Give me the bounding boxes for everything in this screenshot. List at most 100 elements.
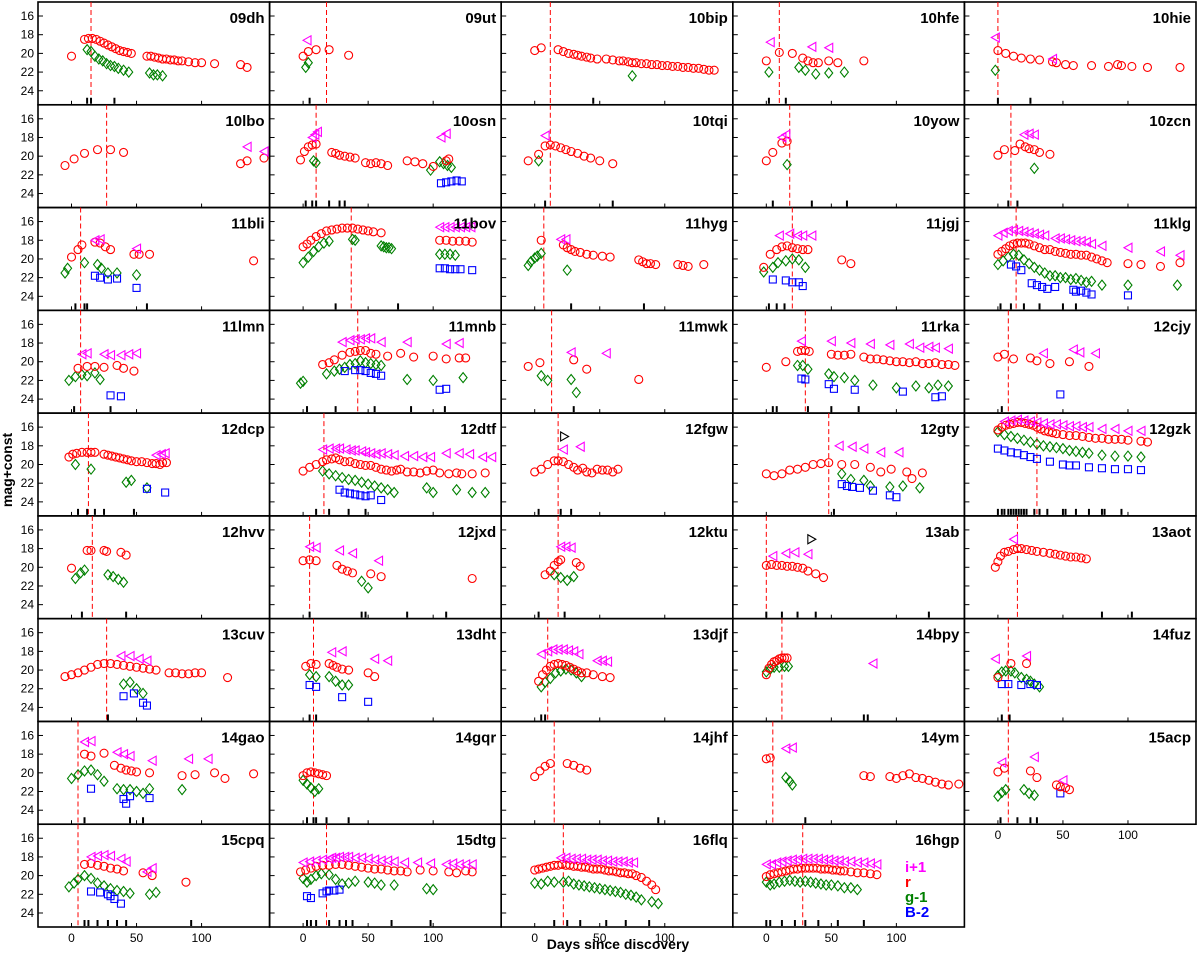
data-point-r: [597, 251, 607, 261]
data-point-r: [943, 780, 953, 790]
data-point-r: [781, 357, 791, 367]
data-point-r: [833, 58, 843, 68]
panel-12fgw: 12fgw: [500, 412, 734, 517]
data-point-r: [804, 346, 814, 356]
y-tick-label: 24: [21, 289, 35, 303]
data-point-g: [363, 478, 373, 491]
data-point-g: [569, 570, 579, 583]
data-point-i: [865, 338, 875, 350]
data-point-r: [1081, 250, 1091, 260]
data-point-r: [1008, 354, 1019, 364]
data-point-g: [1060, 271, 1071, 284]
data-point-i: [425, 858, 436, 869]
data-point-r: [917, 359, 927, 369]
data-point-r: [344, 50, 354, 60]
data-point-r: [1097, 256, 1107, 266]
data-point-g: [125, 887, 135, 900]
data-point-r: [105, 145, 116, 155]
data-point-r: [358, 225, 368, 235]
data-point-g: [96, 262, 107, 275]
data-point-g: [536, 878, 546, 890]
data-point-g: [369, 877, 380, 889]
data-point-r: [878, 355, 888, 365]
data-point-B: [829, 384, 838, 393]
y-tick-label: 20: [21, 355, 35, 369]
data-point-i: [1074, 346, 1085, 358]
data-point-i: [141, 866, 152, 878]
data-point-r: [126, 48, 136, 58]
data-point-B: [125, 792, 135, 801]
data-point-B: [446, 265, 455, 274]
data-point-B: [1038, 282, 1047, 292]
data-point-B: [340, 488, 349, 497]
data-point-B: [468, 266, 477, 275]
y-tick-label: 22: [21, 373, 35, 387]
data-point-r: [859, 771, 869, 781]
data-point-r: [181, 877, 191, 887]
data-point-r: [342, 566, 352, 576]
data-point-B: [361, 367, 370, 376]
data-point-i: [592, 854, 602, 866]
data-point-i: [301, 34, 312, 46]
y-tick-label: 24: [21, 700, 35, 714]
data-point-r: [177, 771, 187, 781]
data-point-i: [360, 446, 371, 458]
data-point-r: [993, 672, 1003, 683]
panel-name: 11jgj: [926, 216, 959, 233]
data-point-g: [317, 465, 328, 477]
data-point-i: [89, 234, 100, 246]
data-point-g: [298, 256, 308, 269]
data-point-r: [60, 672, 70, 682]
data-point-r: [582, 668, 592, 678]
data-point-r: [798, 245, 808, 255]
y-tick-label: 18: [21, 542, 35, 556]
data-point-i: [802, 853, 813, 865]
data-point-r: [92, 860, 103, 870]
data-point-g: [1136, 451, 1146, 463]
data-point-r: [772, 656, 782, 666]
data-point-i: [412, 857, 423, 868]
data-point-g: [556, 571, 566, 584]
data-point-g: [532, 250, 543, 263]
data-point-B: [1051, 282, 1060, 292]
data-point-r: [761, 156, 771, 166]
data-point-g: [376, 481, 386, 494]
panel-16hgp: 16hgp: [731, 823, 966, 928]
panel-14jhf: 14jhf: [500, 720, 734, 826]
data-point-r: [852, 868, 862, 878]
data-point-i: [560, 541, 571, 553]
data-point-r: [307, 140, 317, 150]
data-point-r: [785, 465, 795, 475]
data-point-i: [930, 342, 940, 354]
data-point-i: [1021, 650, 1032, 662]
panel-name: 13aot: [1152, 524, 1191, 541]
data-point-r: [683, 261, 693, 271]
data-point-i: [566, 346, 576, 358]
data-point-r: [999, 763, 1009, 773]
data-point-B: [377, 371, 386, 380]
data-point-g: [103, 267, 113, 279]
data-point-B: [129, 689, 138, 698]
data-point-g: [118, 678, 129, 690]
data-point-g: [868, 379, 878, 391]
data-point-i: [399, 450, 410, 462]
data-point-g: [765, 879, 775, 891]
data-point-i: [923, 341, 934, 353]
data-point-r: [345, 347, 355, 357]
data-point-r: [1076, 553, 1086, 563]
data-point-r: [1071, 430, 1081, 441]
data-point-i: [399, 857, 410, 868]
data-point-r: [337, 350, 347, 360]
data-point-g: [562, 264, 572, 277]
data-point-g: [852, 883, 863, 896]
data-point-r: [371, 158, 381, 168]
data-point-r: [418, 159, 428, 169]
data-point-i: [560, 852, 571, 864]
data-point-g: [543, 875, 553, 888]
data-point-r: [769, 471, 779, 481]
data-point-g: [829, 370, 839, 383]
panel-grid: 16 18 20 22 24 09dh 09ut 10bip 10hfe 10hie 16 18 20 2…: [21, 1, 1197, 928]
data-point-i: [486, 451, 497, 463]
